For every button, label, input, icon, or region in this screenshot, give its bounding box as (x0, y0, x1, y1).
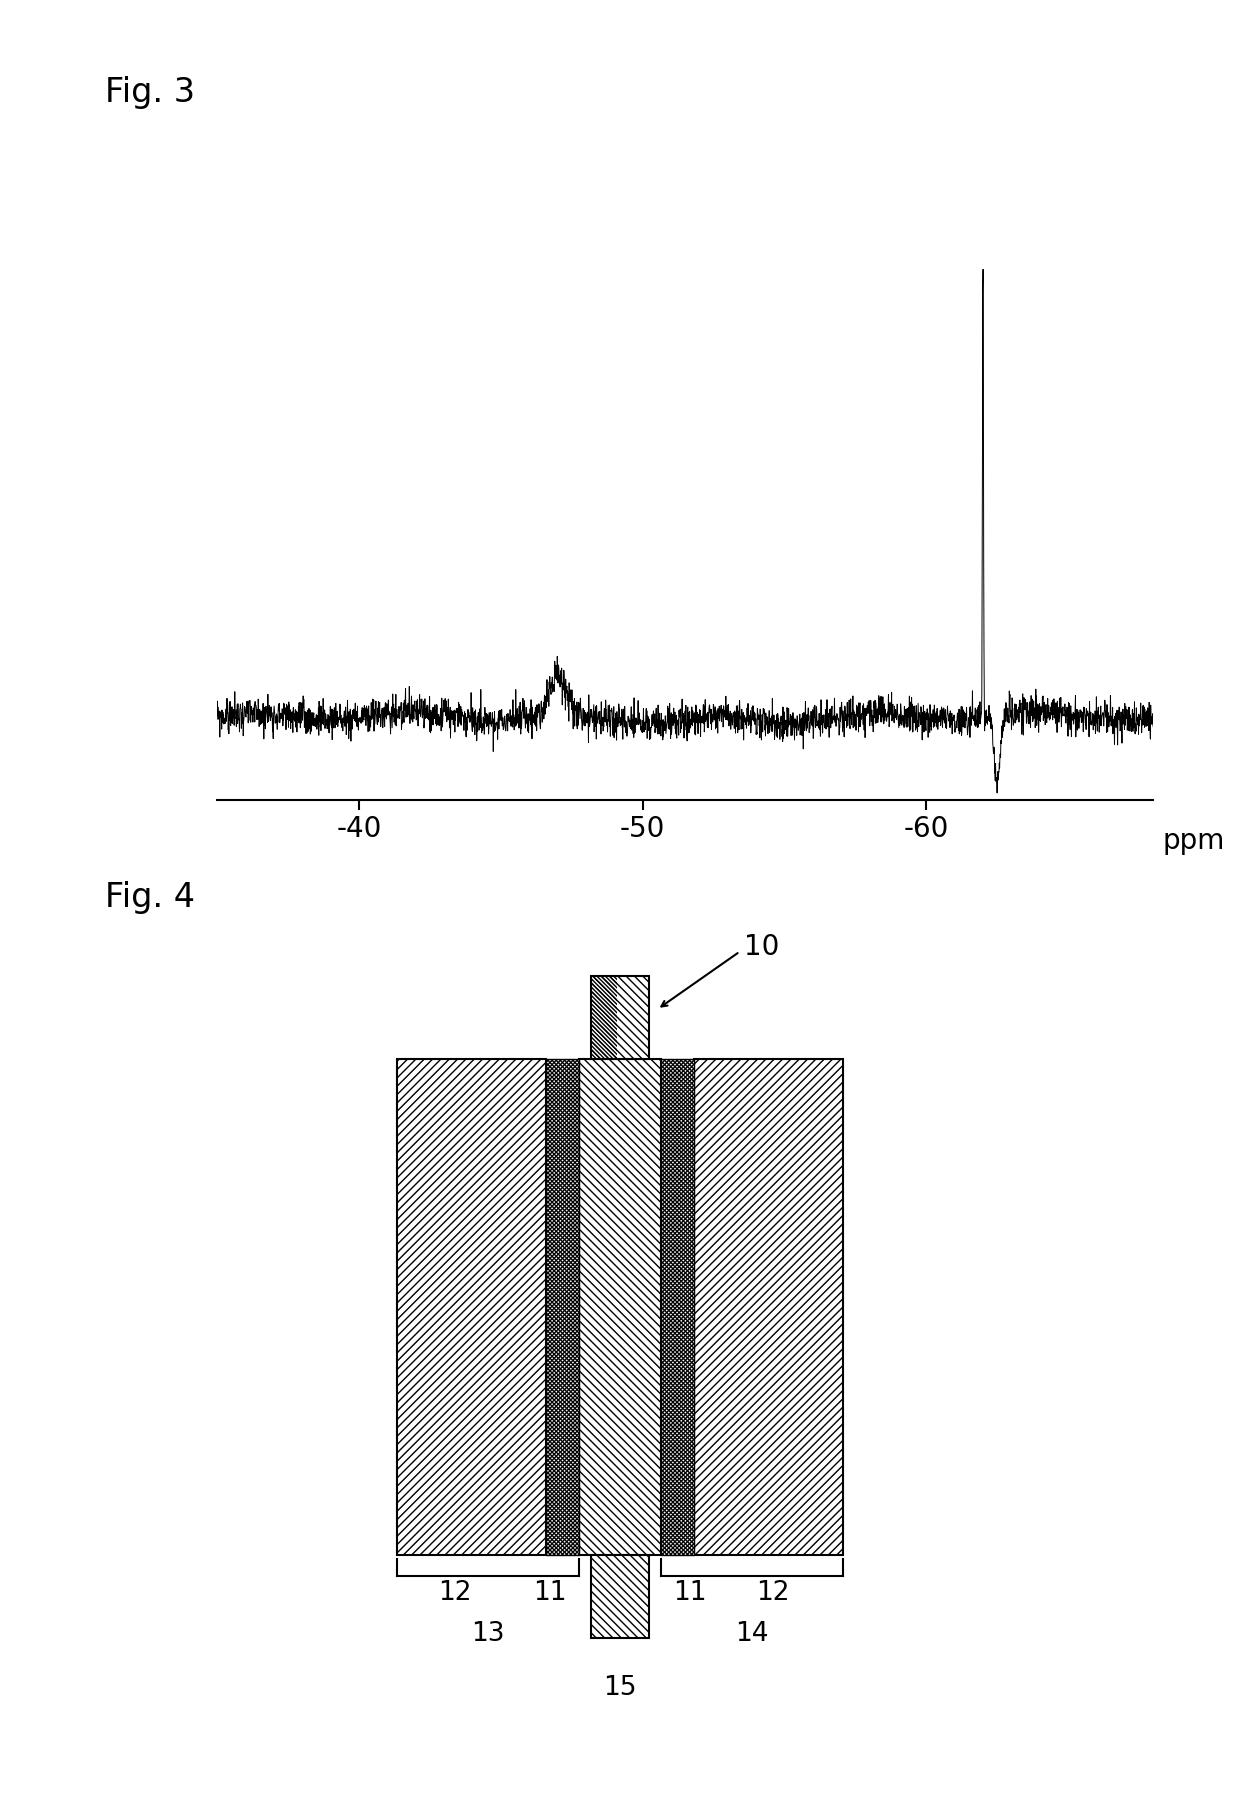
Bar (591, 976, 649, 1059)
Bar (546, 1059, 579, 1555)
Bar (546, 1059, 579, 1555)
Bar (661, 1059, 694, 1555)
Bar (694, 1059, 843, 1555)
Bar (397, 1059, 546, 1555)
Text: ppm: ppm (1163, 827, 1225, 856)
Text: 12: 12 (438, 1580, 471, 1606)
Bar (661, 1059, 694, 1555)
Text: 15: 15 (603, 1676, 637, 1701)
Bar (591, 976, 618, 1059)
Text: Fig. 4: Fig. 4 (105, 881, 196, 913)
Text: 12: 12 (756, 1580, 790, 1606)
Bar (579, 1059, 661, 1555)
Text: 11: 11 (673, 1580, 707, 1606)
Bar (546, 1059, 579, 1555)
Text: 10: 10 (744, 933, 780, 962)
Bar (591, 1555, 649, 1638)
Text: 13: 13 (471, 1622, 505, 1647)
Bar (579, 1059, 661, 1555)
Bar (591, 976, 649, 1059)
Text: 11: 11 (533, 1580, 567, 1606)
Bar (694, 1059, 843, 1555)
Bar (591, 1555, 649, 1638)
Text: 14: 14 (735, 1622, 769, 1647)
Bar (661, 1059, 694, 1555)
Text: Fig. 3: Fig. 3 (105, 76, 196, 108)
Bar (397, 1059, 546, 1555)
